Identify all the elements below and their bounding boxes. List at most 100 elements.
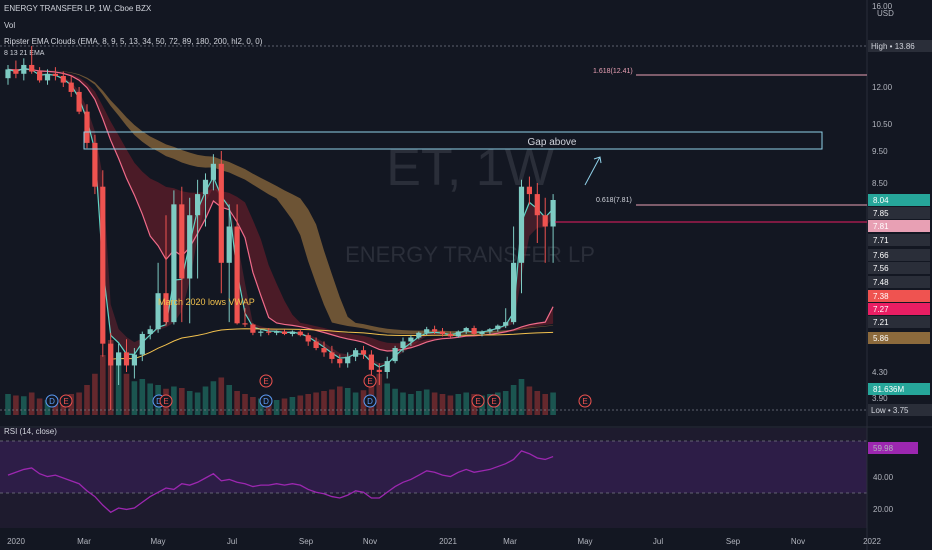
volume-bar — [360, 390, 367, 415]
volume-bar — [84, 385, 90, 415]
vwap-line — [110, 328, 554, 360]
candle-body — [368, 354, 374, 370]
earnings-marker — [45, 394, 59, 408]
volume-bar — [518, 379, 525, 415]
volume-bar — [344, 388, 351, 415]
earnings-marker — [59, 394, 73, 408]
rsi-band-fill — [0, 441, 867, 493]
candle-body — [266, 331, 272, 333]
volume-bar — [28, 392, 35, 415]
fib-1618-label: 1.618(12.41) — [593, 68, 633, 75]
candle-body — [29, 64, 35, 72]
volume-bar — [447, 395, 454, 415]
rsi-tick-label: 20.00 — [873, 505, 894, 514]
candle-body — [147, 329, 153, 334]
volume-bar — [242, 394, 248, 415]
volume-bar — [384, 383, 390, 415]
price-tag-bg — [868, 194, 930, 206]
ema-cloud-72-89 — [8, 69, 554, 335]
volume-bar — [179, 388, 185, 415]
volume-bar — [147, 383, 153, 415]
candle-body — [432, 329, 438, 332]
volume-bar — [510, 385, 517, 415]
time-tick-label: Sep — [299, 537, 314, 546]
candle-body — [100, 186, 106, 344]
earnings-marker-label: E — [163, 397, 168, 406]
candle-body — [479, 331, 485, 334]
price-tag-bg — [868, 290, 930, 302]
candle-body — [187, 215, 193, 279]
ema-clouds-indicator-label: Ripster EMA Clouds (EMA, 8, 9, 5, 13, 34… — [4, 37, 263, 46]
vwap-annotation: March 2020 lows VWAP — [158, 297, 255, 307]
candle-body — [37, 71, 43, 81]
volume-bar — [337, 386, 343, 415]
earnings-marker — [363, 394, 377, 408]
candle-body — [471, 328, 477, 334]
fib-0618-label: 0.618(7.81) — [596, 197, 632, 204]
candle-body — [84, 111, 90, 143]
time-tick-label: May — [150, 537, 165, 546]
time-tick-label: 2021 — [439, 537, 457, 546]
price-tag-bg — [868, 276, 930, 288]
price-tag-text: 7.85 — [873, 209, 889, 218]
candle-body — [281, 331, 288, 334]
volume-bar — [352, 392, 359, 415]
candle-body — [123, 352, 130, 366]
volume-bar — [329, 389, 335, 415]
volume-indicator-label: Vol — [4, 21, 16, 30]
price-tag-text: 7.66 — [873, 251, 889, 260]
high-tag-text: High • 13.86 — [871, 42, 915, 51]
volume-bar — [534, 391, 541, 415]
price-tick-label: 12.00 — [872, 83, 893, 92]
candle-body — [195, 194, 201, 216]
candle-body — [534, 194, 540, 216]
volume-bar — [550, 392, 556, 415]
candle-body — [313, 341, 319, 349]
price-tag-bg — [868, 220, 930, 232]
earnings-marker — [471, 394, 485, 408]
candle-body — [329, 352, 335, 359]
volume-bar — [463, 392, 469, 415]
time-tick-label: May — [577, 537, 592, 546]
candle-body — [258, 331, 264, 333]
time-tick-label: 2022 — [863, 537, 881, 546]
volume-bar — [115, 358, 122, 415]
time-tick-label: Nov — [363, 537, 377, 546]
candle-body — [250, 324, 256, 333]
price-tag-bg — [868, 207, 930, 219]
volume-bar — [123, 373, 130, 415]
low-tag-bg — [868, 404, 932, 416]
ema-indicator-label: 8 13 21 EMA — [4, 50, 45, 57]
candle-body — [234, 226, 240, 324]
earnings-marker-label: D — [156, 397, 162, 406]
earnings-marker — [487, 394, 501, 408]
candle-body — [495, 325, 501, 330]
price-tag-bg — [868, 383, 930, 395]
candle-body — [289, 331, 295, 334]
candle-body — [92, 142, 98, 187]
volume-bar — [194, 392, 201, 415]
candle-body — [13, 69, 19, 74]
volume-bar — [439, 394, 446, 415]
candle-body — [68, 82, 74, 92]
candle-body — [163, 293, 169, 323]
candle-body — [408, 337, 414, 342]
volume-bar — [100, 355, 106, 415]
candle-body — [202, 179, 209, 195]
candle-body — [226, 226, 232, 263]
volume-bar — [139, 379, 146, 415]
high-tag-bg — [868, 40, 932, 52]
candle-body — [384, 361, 390, 372]
volume-bar — [92, 373, 98, 415]
candle-body — [345, 356, 351, 364]
volume-bar — [258, 398, 264, 415]
volume-bar — [218, 377, 225, 415]
earnings-marker-label: E — [475, 397, 480, 406]
ema-fast-line — [7, 67, 554, 368]
earnings-marker-label: E — [582, 397, 587, 406]
price-tag-bg — [868, 262, 930, 274]
earnings-marker-label: E — [367, 377, 372, 386]
candle-body — [550, 200, 556, 227]
price-tag-text: 7.56 — [873, 264, 889, 273]
